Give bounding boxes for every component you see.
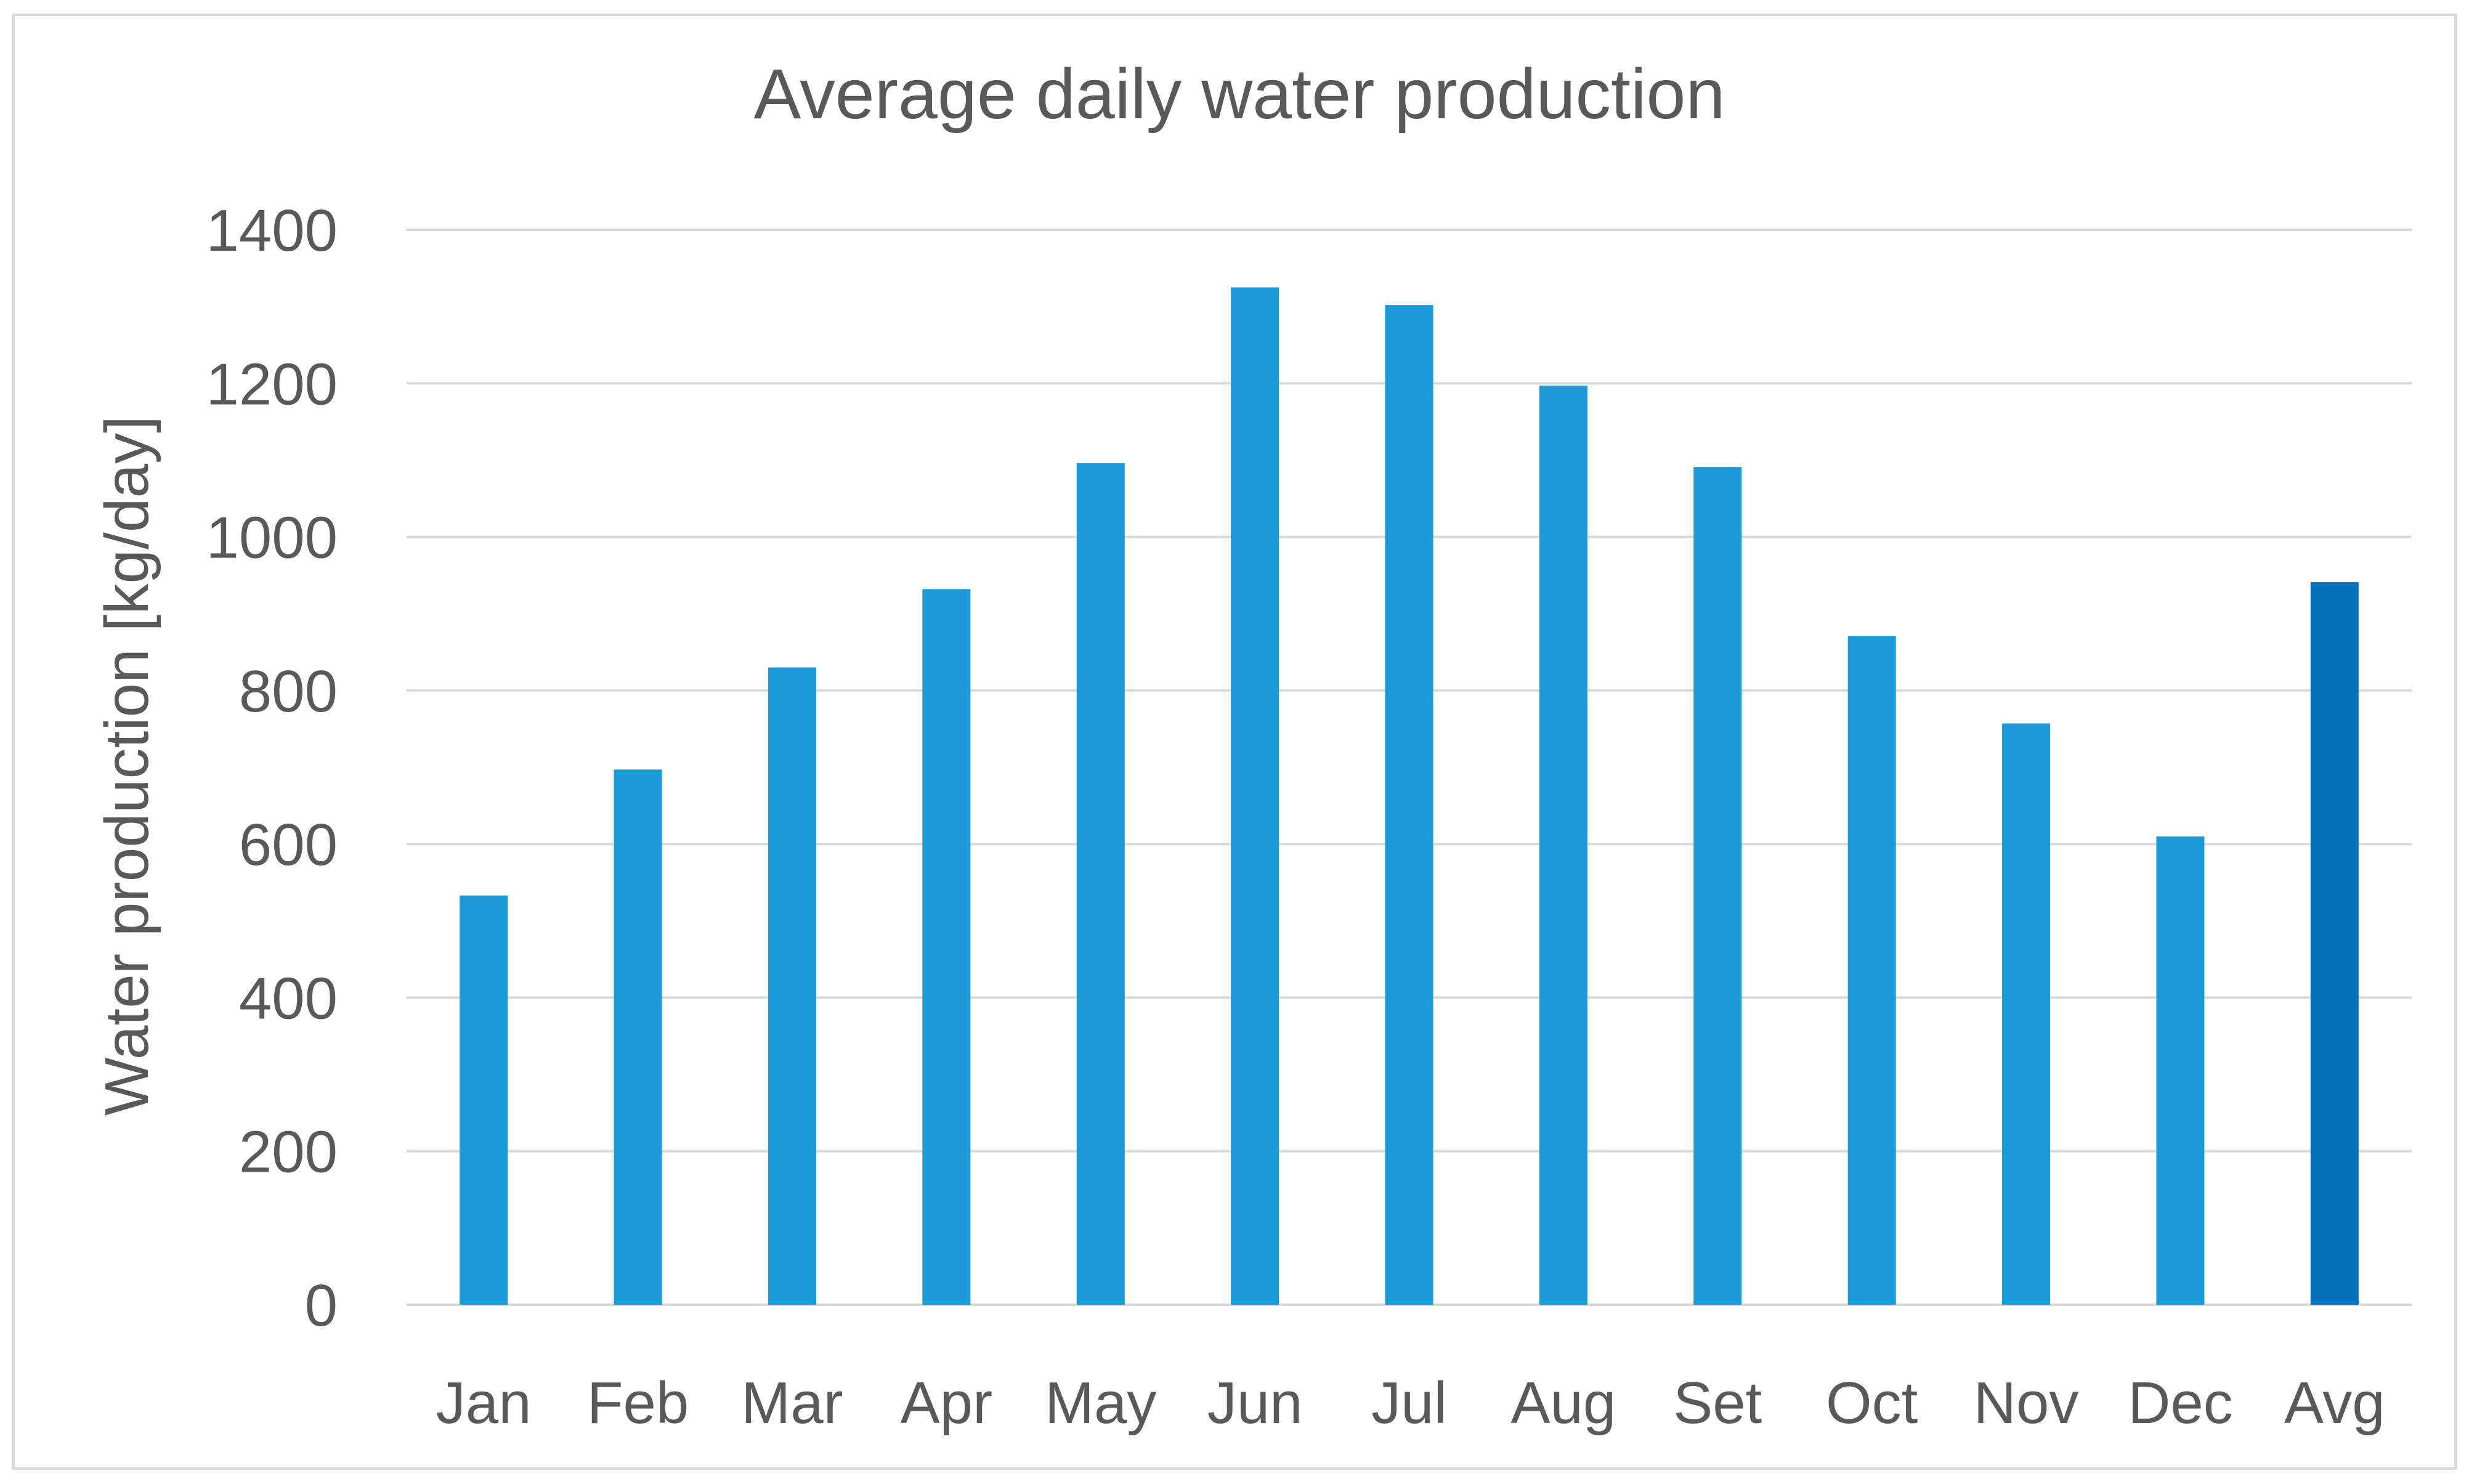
x-tick-label-avg: Avg [2284,1370,2385,1436]
y-tick-label: 800 [239,659,338,724]
bar-may [1076,463,1125,1305]
bar-mar [768,667,816,1305]
y-tick-label: 400 [239,965,338,1031]
x-tick-label-may: May [1045,1370,1156,1436]
bar-apr [922,589,971,1305]
y-tick-label: 1400 [206,198,338,264]
bar-set [1693,467,1742,1305]
x-tick-label-apr: Apr [901,1370,992,1436]
x-tick-label-aug: Aug [1510,1370,1616,1436]
bar-oct [1847,636,1896,1305]
bars [460,287,2359,1305]
bar-feb [614,769,662,1305]
x-tick-label-oct: Oct [1826,1370,1918,1436]
x-tick-label-mar: Mar [741,1370,843,1436]
x-tick-labels: Jan Feb Mar Apr May Jun Jul Aug Set Oct Nov Dec Avg [436,1370,2385,1436]
x-tick-label-set: Set [1673,1370,1762,1436]
y-tick-label: 1200 [206,351,338,417]
bar-jul [1385,305,1433,1305]
y-tick-label: 600 [239,812,338,878]
bar-nov [2002,723,2051,1305]
chart-title: Average daily water production [754,55,1725,134]
x-tick-label-dec: Dec [2128,1370,2233,1436]
x-tick-label-jul: Jul [1371,1370,1447,1436]
x-tick-label-feb: Feb [587,1370,689,1436]
y-tick-label: 0 [305,1273,338,1339]
x-tick-label-nov: Nov [1974,1370,2079,1436]
y-axis-label: Water production [kg/day] [92,416,161,1116]
bar-dec [2156,836,2205,1305]
x-tick-label-jan: Jan [436,1370,532,1436]
bar-jan [460,895,508,1305]
y-tick-label: 1000 [206,505,338,571]
bar-aug [1539,386,1587,1305]
bar-jun [1231,287,1279,1305]
bar-avg [2310,582,2359,1305]
x-tick-label-jun: Jun [1207,1370,1303,1436]
y-tick-labels: 0 200 400 600 800 1000 1200 1400 [206,198,338,1339]
y-tick-label: 200 [239,1119,338,1185]
